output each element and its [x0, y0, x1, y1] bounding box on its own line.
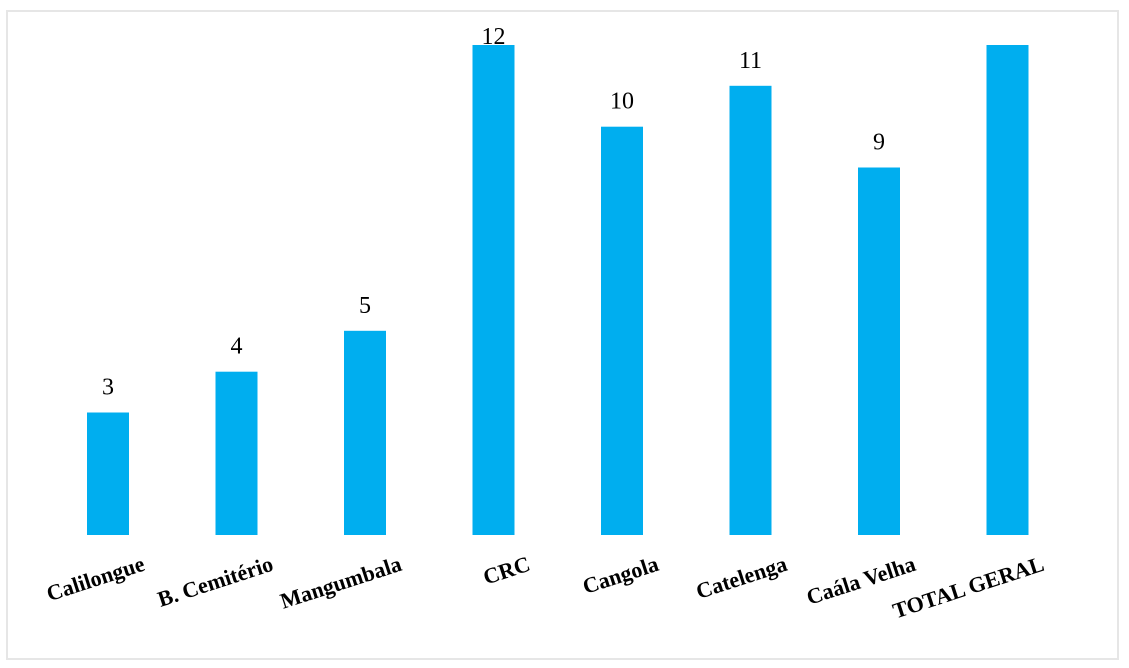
category-label-catelenga: Catelenga — [693, 551, 790, 604]
bar-mangumbala — [344, 330, 386, 535]
value-labels-layer: 3 4 5 12 10 11 9 — [102, 24, 885, 401]
bar-b-cemiterio — [215, 371, 258, 535]
value-label-crc: 12 — [482, 24, 506, 50]
bars-layer — [87, 45, 1029, 536]
category-label-calilongue: Calilongue — [43, 551, 147, 606]
value-label-caala-velha: 9 — [873, 130, 885, 156]
category-label-cangola: Cangola — [579, 551, 661, 599]
bar-cangola — [601, 126, 643, 535]
value-label-catelenga: 11 — [739, 48, 762, 74]
category-labels-layer: Calilongue B. Cemitério Mangumbala CRC Cango… — [43, 551, 1047, 624]
bar-crc — [472, 45, 515, 535]
value-label-cangola: 10 — [610, 89, 634, 115]
value-label-mangumbala: 5 — [359, 293, 371, 319]
bar-caala-velha — [858, 167, 900, 535]
bar-catelenga — [729, 85, 772, 536]
bar-total-geral — [986, 45, 1029, 535]
bar-calilongue — [87, 412, 129, 535]
value-label-calilongue: 3 — [102, 375, 114, 401]
value-label-b-cemiterio: 4 — [231, 334, 243, 360]
category-label-b-cemiterio: B. Cemitério — [154, 551, 276, 612]
category-label-mangumbala: Mangumbala — [277, 551, 404, 614]
category-label-crc: CRC — [480, 551, 533, 590]
chart-frame — [6, 10, 1119, 660]
